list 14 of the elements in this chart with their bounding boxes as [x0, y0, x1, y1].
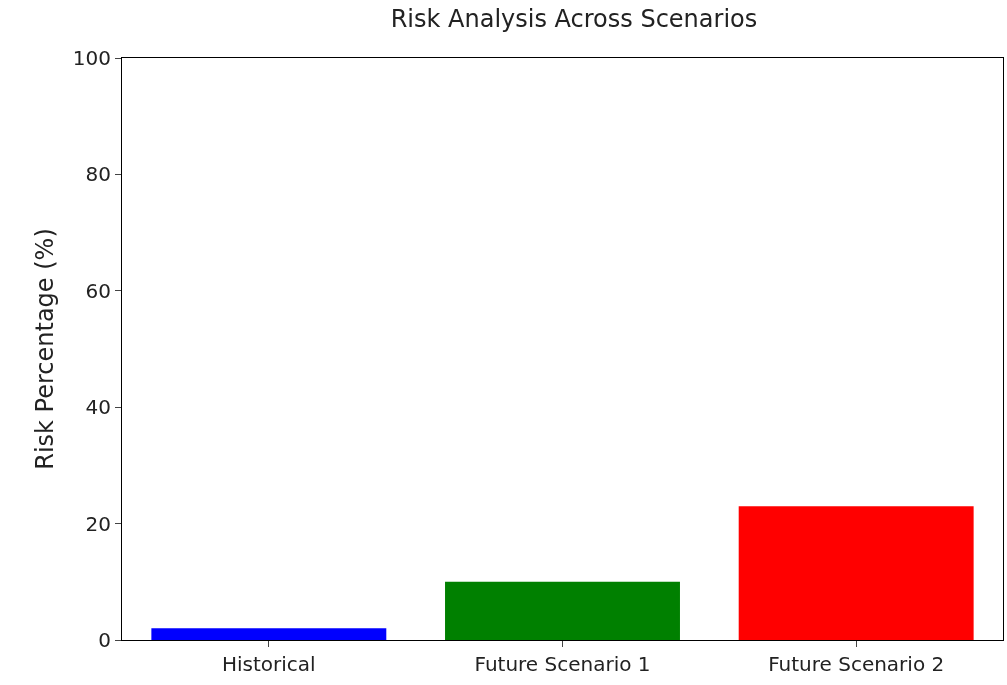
- y-tick-label: 60: [85, 278, 111, 303]
- x-tick-label: Future Scenario 2: [768, 652, 945, 676]
- y-tick-label: 20: [85, 511, 111, 536]
- y-tick-label: 80: [85, 162, 111, 187]
- y-tick-label: 100: [72, 46, 111, 70]
- bar: [151, 628, 387, 640]
- x-tick-label: Historical: [221, 652, 316, 676]
- y-tick-label: 40: [85, 395, 111, 420]
- chart-title: Risk Analysis Across Scenarios: [390, 5, 758, 34]
- bar: [445, 581, 680, 640]
- y-tick-label: 0: [98, 628, 111, 652]
- y-axis-title: Risk Percentage (%): [30, 228, 59, 470]
- bar: [738, 506, 974, 640]
- x-tick-label: Future Scenario 1: [474, 652, 651, 676]
